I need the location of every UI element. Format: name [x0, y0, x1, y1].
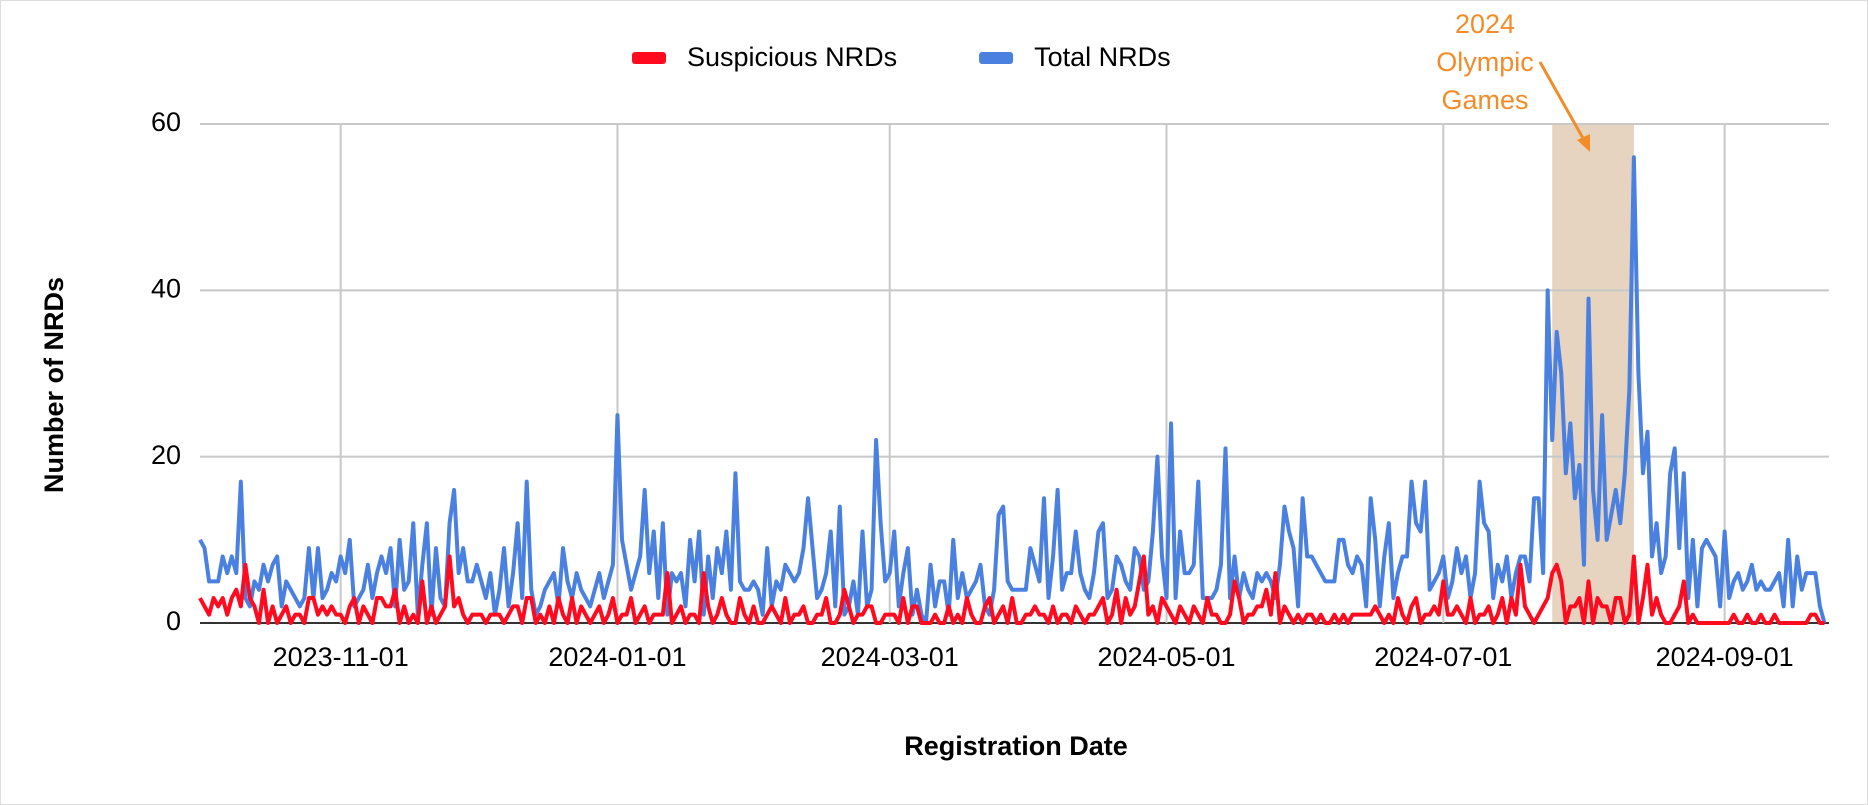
legend-swatch — [979, 52, 1014, 64]
x-tick-label: 2024-03-01 — [821, 642, 959, 672]
x-tick-label: 2024-07-01 — [1374, 642, 1512, 672]
y-tick-label: 20 — [151, 440, 181, 470]
annotation-text: Games — [1441, 85, 1528, 115]
legend-label: Suspicious NRDs — [687, 42, 897, 72]
series-line — [198, 155, 1827, 625]
legend-label: Total NRDs — [1034, 42, 1171, 72]
x-tick-label: 2024-05-01 — [1097, 642, 1235, 672]
x-tick-label: 2024-01-01 — [548, 642, 686, 672]
x-axis-label: Registration Date — [904, 731, 1128, 761]
x-tick-label: 2023-11-01 — [273, 642, 409, 672]
annotation-text: Olympic — [1436, 47, 1534, 77]
y-tick-label: 0 — [166, 606, 181, 636]
legend-item: Suspicious NRDs — [632, 42, 897, 72]
y-tick-label: 40 — [151, 273, 181, 303]
y-axis-label: Number of NRDs — [39, 277, 69, 493]
annotation-arrow — [1538, 61, 1586, 141]
legend-swatch — [632, 52, 666, 64]
highlight-band — [1552, 124, 1634, 623]
annotation-text: 2024 — [1455, 9, 1515, 39]
annotation-arrowhead — [1577, 134, 1590, 152]
x-tick-label: 2024-09-01 — [1656, 642, 1794, 672]
y-tick-label: 60 — [151, 107, 181, 137]
series-line — [198, 554, 1825, 625]
legend-item: Total NRDs — [979, 42, 1171, 72]
